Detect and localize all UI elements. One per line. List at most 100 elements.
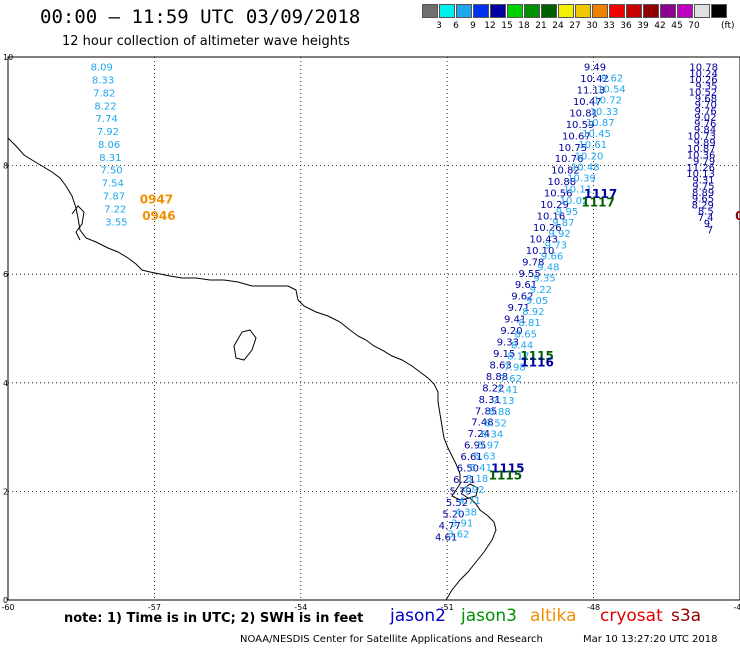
pass-time-label: 0946 <box>142 209 175 223</box>
wave-height-label: 9.02 <box>694 113 716 124</box>
credit-line: NOAA/NESDIS Center for Satellite Applica… <box>240 634 543 645</box>
wave-height-label: 9. <box>704 219 714 230</box>
wave-height-label: 7.54 <box>102 179 124 190</box>
satellite-legend-altika: altika <box>530 606 577 626</box>
satellite-legend-s3a: s3a <box>671 606 702 626</box>
wave-height-label: 10.76 <box>555 154 584 165</box>
wave-height-label: 7.62 <box>500 374 522 385</box>
wave-height-label: 11.26 <box>686 163 715 174</box>
pass-time-label: 1116 <box>520 356 553 370</box>
wave-height-label: 10.72 <box>593 96 622 107</box>
wave-height-label: 10.82 <box>551 166 580 177</box>
colorbar-swatch <box>592 4 608 18</box>
wave-height-label: 8.06 <box>98 140 120 151</box>
wave-height-label: 8.92 <box>522 307 544 318</box>
colorbar-swatch <box>541 4 557 18</box>
wave-height-label: 8.89 <box>692 188 714 199</box>
wave-height-label: 10.81 <box>569 108 598 119</box>
y-tick-label: 10 <box>3 53 13 62</box>
axis-tick-labels: -60 -57 -54 -51 -48 -45 0 2 4 6 8 10 <box>1 53 740 612</box>
wave-height-label: 8.22 <box>482 383 504 394</box>
colorbar-swatch <box>524 4 540 18</box>
wave-height-label: 10.87 <box>586 118 615 129</box>
wave-height-label: 5.18 <box>466 474 488 485</box>
wave-height-label: 9.05 <box>526 296 548 307</box>
wave-height-label: 9.79 <box>693 157 715 168</box>
wave-height-label: 8.31 <box>479 395 501 406</box>
colorbar-label: 21 <box>535 21 547 31</box>
wave-height-label: 9.92 <box>548 229 570 240</box>
colorbar-swatch <box>626 4 642 18</box>
wave-height-label: 7.24 <box>468 429 490 440</box>
y-tick-label: 6 <box>3 270 8 279</box>
wave-height-label: 6.88 <box>488 407 510 418</box>
colorbar-label: 42 <box>654 21 666 31</box>
coastline-mainland <box>7 137 497 601</box>
west-cyan-column: 8.098.33 7.82 8.22 7.74 7.92 8.06 8.31 7.50 7.54… <box>91 63 128 229</box>
wave-height-label: 8.29 <box>692 200 714 211</box>
wave-height-label: 9.71 <box>508 303 530 314</box>
wave-height-label: 7.13 <box>492 396 514 407</box>
colorbar-label: 24 <box>552 21 564 31</box>
x-tick-label: -48 <box>587 603 600 612</box>
wave-height-label: 6.52 <box>485 418 507 429</box>
wave-height-label: 10.54 <box>597 85 626 96</box>
wave-height-label: 7.74 <box>96 114 118 125</box>
wave-height-label: 9.73 <box>545 240 567 251</box>
footer-note: note: 1) Time is in UTC; 2) SWH is in fe… <box>64 611 364 626</box>
wave-height-label: 9.95 <box>556 207 578 218</box>
colorbar-swatch <box>558 4 574 18</box>
wave-height-label: 9.55 <box>518 269 540 280</box>
wave-height-label: 10.48 <box>571 162 600 173</box>
x-tick-label: -57 <box>148 603 161 612</box>
wave-height-label: 8.22 <box>94 101 116 112</box>
pass-time-label: 0947 <box>140 193 173 207</box>
colorbar-swatch <box>677 4 693 18</box>
colorbar-label: 33 <box>603 21 615 31</box>
wave-height-label: 10.75 <box>558 143 587 154</box>
colorbar-label: 70 <box>688 21 700 31</box>
wave-height-label: 10.36 <box>687 150 716 161</box>
colorbar-swatch <box>490 4 506 18</box>
wave-height-label: 4.77 <box>439 521 461 532</box>
wave-height-label: 8.65 <box>515 329 537 340</box>
colorbar-unit: (ft) <box>721 21 735 31</box>
wave-height-label: 6.21 <box>453 475 475 486</box>
colorbar-swatch <box>711 4 727 18</box>
colorbar-label: 30 <box>586 21 598 31</box>
colorbar-swatch <box>643 4 659 18</box>
page-title: 00:00 – 11:59 UTC 03/09/2018 <box>40 6 361 28</box>
colorbar-swatch <box>473 4 489 18</box>
wave-height-label: 10.59 <box>566 120 595 131</box>
wave-height-label: 8.33 <box>92 75 114 86</box>
wave-height-label: 9.15 <box>493 349 515 360</box>
colorbar-label: 36 <box>620 21 632 31</box>
wave-height-label: 10.24 <box>689 69 718 80</box>
island-small <box>233 329 257 361</box>
colorbar-swatch <box>694 4 710 18</box>
wave-height-label: 7.48 <box>471 418 493 429</box>
wave-height-label: 10.43 <box>529 234 558 245</box>
wave-height-label: 9.87 <box>552 218 574 229</box>
wave-height-label: 9.35 <box>533 274 555 285</box>
wave-height-label: 6.61 <box>460 452 482 463</box>
wave-height-label: 11.13 <box>577 85 606 96</box>
wave-height-label: 5.63 <box>473 452 495 463</box>
colorbar-swatch <box>507 4 523 18</box>
wave-height-label: 9.61 <box>515 280 537 291</box>
satellite-legend-cryosat: cryosat <box>600 606 663 626</box>
wave-height-label: 4.71 <box>458 496 480 507</box>
wave-height-label: 5.20 <box>442 509 464 520</box>
wave-height-label: 8.31 <box>99 153 121 164</box>
colorbar-swatch <box>456 4 472 18</box>
wave-height-label: 9.48 <box>537 263 559 274</box>
wave-height-label: 3.62 <box>447 530 469 541</box>
wave-height-label: 10.39 <box>567 174 596 185</box>
coastline <box>7 137 497 601</box>
y-tick-label: 2 <box>3 487 8 496</box>
wave-height-label: 5.52 <box>446 498 468 509</box>
wave-height-label: 10.73 <box>687 131 716 142</box>
wave-height-label: 6.95 <box>464 441 486 452</box>
